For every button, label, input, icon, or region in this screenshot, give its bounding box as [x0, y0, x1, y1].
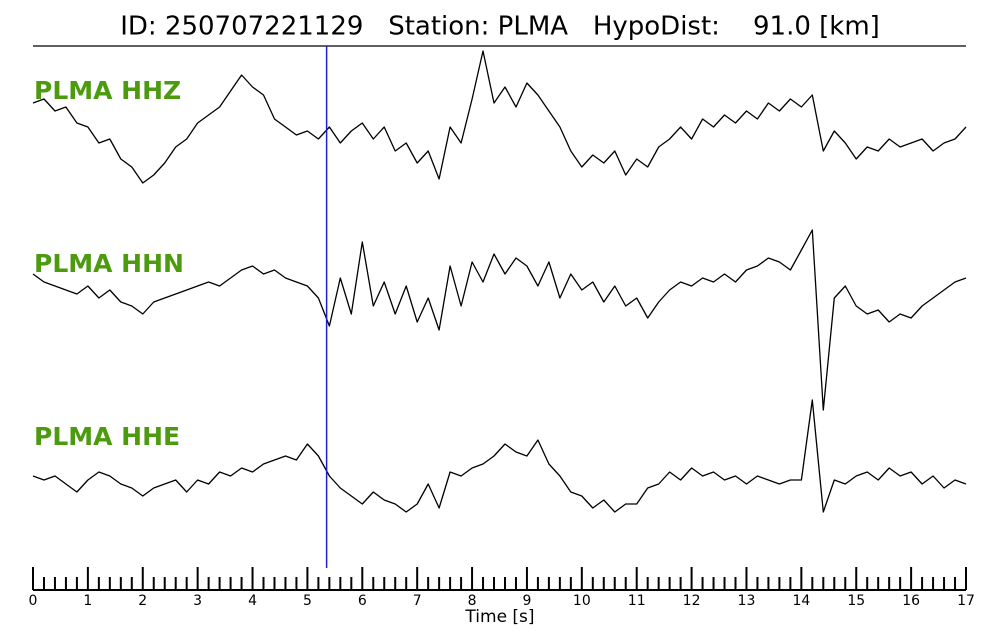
x-tick-label: 2 — [138, 593, 147, 609]
x-tick-label: 7 — [413, 593, 422, 609]
x-tick-label: 17 — [957, 593, 975, 609]
x-tick-label: 11 — [628, 593, 646, 609]
x-tick-label: 4 — [248, 593, 257, 609]
trace — [32, 399, 967, 513]
x-tick-label: 8 — [468, 593, 477, 609]
trace — [32, 50, 967, 184]
x-axis-label: Time [s] — [464, 607, 534, 627]
x-tick-label: 10 — [573, 593, 591, 609]
trace-label: PLMA HHZ — [34, 76, 181, 105]
x-tick-label: 3 — [193, 593, 202, 609]
x-tick-label: 9 — [522, 593, 531, 609]
chart-title: ID: 250707221129 Station: PLMA HypoDist:… — [120, 12, 880, 42]
x-tick-label: 6 — [358, 593, 367, 609]
trace-label: PLMA HHE — [34, 422, 180, 451]
trace-label: PLMA HHN — [34, 249, 184, 278]
x-tick-label: 0 — [29, 593, 38, 609]
x-tick-label: 13 — [738, 593, 756, 609]
x-tick-label: 14 — [792, 593, 810, 609]
x-tick-label: 15 — [847, 593, 865, 609]
trace — [32, 229, 967, 411]
x-tick-label: 12 — [683, 593, 701, 609]
x-tick-label: 16 — [902, 593, 920, 609]
x-tick-label: 1 — [83, 593, 92, 609]
x-tick-label: 5 — [303, 593, 312, 609]
